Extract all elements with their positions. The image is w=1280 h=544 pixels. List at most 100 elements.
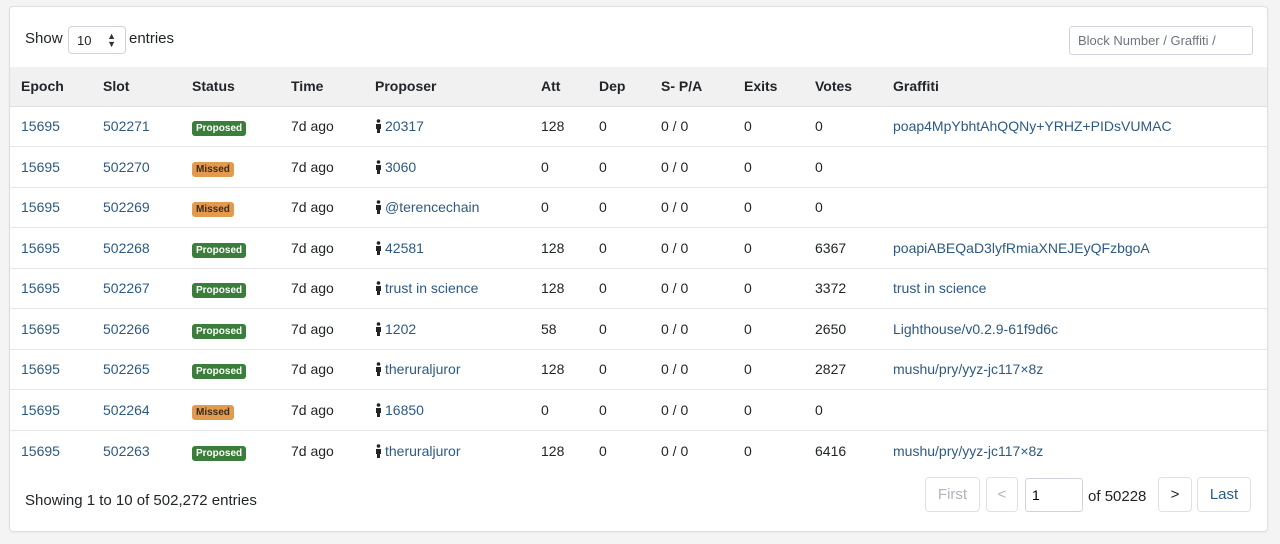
slot-link[interactable]: 502271 <box>103 118 150 135</box>
cell-proposer: 3060 <box>364 147 530 188</box>
status-badge: Proposed <box>192 364 247 380</box>
pagination-first-button[interactable]: First <box>925 477 980 512</box>
column-header-graffiti[interactable]: Graffiti <box>882 67 1267 107</box>
cell-att: 0 <box>541 158 549 175</box>
cell-dep: 0 <box>599 199 607 216</box>
graffiti-link[interactable]: poapiABEQaD3lyfRmiaXNEJEyQFzbgoA <box>893 239 1150 256</box>
proposer-link[interactable]: 3060 <box>385 158 417 175</box>
cell-slashings: 0 / 0 <box>661 320 689 337</box>
cell-epoch: 15695 <box>10 268 92 309</box>
column-header-proposer[interactable]: Proposer <box>364 67 530 107</box>
slot-link[interactable]: 502263 <box>103 442 150 459</box>
proposer-link[interactable]: trust in science <box>385 280 479 297</box>
slot-link[interactable]: 502269 <box>103 199 150 216</box>
column-header-status[interactable]: Status <box>181 67 280 107</box>
cell-graffiti: Lighthouse/v0.2.9-61f9d6c <box>882 309 1267 350</box>
status-badge: Missed <box>192 161 234 177</box>
cell-exits: 0 <box>744 199 752 216</box>
graffiti-link[interactable]: mushu/pry/yyz-jc117×8z <box>893 442 1044 459</box>
proposer-link[interactable]: theruraljuror <box>385 442 461 459</box>
pagination-last-button[interactable]: Last <box>1197 477 1251 512</box>
proposer-link[interactable]: 16850 <box>385 401 424 418</box>
column-header-time[interactable]: Time <box>280 67 364 107</box>
column-header-slot[interactable]: Slot <box>92 67 181 107</box>
slot-link[interactable]: 502268 <box>103 239 150 256</box>
cell-epoch: 15695 <box>10 106 92 147</box>
cell-votes: 0 <box>815 401 823 418</box>
cell-epoch: 15695 <box>10 147 92 188</box>
slot-link[interactable]: 502270 <box>103 158 150 175</box>
cell-slashings: 0 / 0 <box>661 280 689 297</box>
epoch-link[interactable]: 15695 <box>21 118 60 135</box>
cell-slashings: 0 / 0 <box>661 401 689 418</box>
cell-slashings: 0 / 0 <box>661 118 689 135</box>
proposer-link[interactable]: 42581 <box>385 239 424 256</box>
table-row: 15695 502265 Proposed 7d ago theruraljuror 12… <box>10 349 1267 390</box>
cell-epoch: 15695 <box>10 187 92 228</box>
cell-votes: 6416 <box>815 442 847 459</box>
search-input[interactable] <box>1069 26 1253 55</box>
cell-votes: 2827 <box>815 361 847 378</box>
cell-exits: 0 <box>744 118 752 135</box>
cell-proposer: theruraljuror <box>364 430 530 471</box>
epoch-link[interactable]: 15695 <box>21 442 60 459</box>
proposer-link[interactable]: 20317 <box>385 118 424 135</box>
table-row: 15695 502271 Proposed 7d ago 20317 128 0 0 / 0 0… <box>10 106 1267 147</box>
cell-dep: 0 <box>599 118 607 135</box>
entries-per-page-select[interactable]: 10 ▲ ▼ <box>68 26 126 54</box>
cell-proposer: 1202 <box>364 309 530 350</box>
proposer-link[interactable]: @terencechain <box>385 199 480 216</box>
graffiti-link[interactable]: poap4MpYbhtAhQQNy+YRHZ+PIDsVUMAC <box>893 118 1172 135</box>
cell-votes: 0 <box>815 118 823 135</box>
status-badge: Proposed <box>192 445 247 461</box>
cell-slot: 502264 <box>92 390 181 431</box>
column-header-att[interactable]: Att <box>530 67 588 107</box>
status-badge: Missed <box>192 202 234 218</box>
cell-slot: 502270 <box>92 147 181 188</box>
graffiti-link[interactable]: trust in science <box>893 280 987 297</box>
epoch-link[interactable]: 15695 <box>21 361 60 378</box>
epoch-link[interactable]: 15695 <box>21 199 60 216</box>
cell-proposer: 42581 <box>364 228 530 269</box>
epoch-link[interactable]: 15695 <box>21 239 60 256</box>
proposer-link[interactable]: 1202 <box>385 320 417 337</box>
column-header-epoch[interactable]: Epoch <box>10 67 92 107</box>
cell-time: 7d ago <box>291 199 334 216</box>
epoch-link[interactable]: 15695 <box>21 158 60 175</box>
person-icon <box>375 199 385 215</box>
epoch-link[interactable]: 15695 <box>21 280 60 297</box>
sort-caret-icon: ▲ ▼ <box>107 31 116 49</box>
cell-votes: 6367 <box>815 239 847 256</box>
person-icon <box>375 159 385 175</box>
slot-link[interactable]: 502266 <box>103 320 150 337</box>
table-controls: Show 10 ▲ ▼ entries <box>10 7 1267 67</box>
column-header-votes[interactable]: Votes <box>804 67 882 107</box>
cell-slashings: 0 / 0 <box>661 442 689 459</box>
column-header-exits[interactable]: Exits <box>733 67 804 107</box>
cell-status: Proposed <box>181 106 280 147</box>
person-icon <box>375 321 385 337</box>
pagination-prev-button[interactable]: < <box>986 477 1018 512</box>
page-number-input[interactable] <box>1025 478 1083 512</box>
person-icon <box>375 118 385 134</box>
graffiti-link[interactable]: Lighthouse/v0.2.9-61f9d6c <box>893 320 1059 337</box>
cell-slot: 502271 <box>92 106 181 147</box>
slot-link[interactable]: 502267 <box>103 280 150 297</box>
column-header-dep[interactable]: Dep <box>588 67 650 107</box>
epoch-link[interactable]: 15695 <box>21 401 60 418</box>
cell-status: Missed <box>181 187 280 228</box>
pagination-next-button[interactable]: > <box>1158 477 1192 512</box>
slot-link[interactable]: 502265 <box>103 361 150 378</box>
column-header-slashings[interactable]: S- P/A <box>650 67 733 107</box>
proposer-link[interactable]: theruraljuror <box>385 361 461 378</box>
status-badge: Proposed <box>192 242 247 258</box>
person-icon <box>375 443 385 459</box>
graffiti-link[interactable]: mushu/pry/yyz-jc117×8z <box>893 361 1044 378</box>
epoch-link[interactable]: 15695 <box>21 320 60 337</box>
cell-att: 128 <box>541 239 565 256</box>
cell-status: Missed <box>181 390 280 431</box>
table-row: 15695 502268 Proposed 7d ago 42581 128 0 0 / 0 0… <box>10 228 1267 269</box>
slot-link[interactable]: 502264 <box>103 401 150 418</box>
cell-exits: 0 <box>744 239 752 256</box>
cell-dep: 0 <box>599 280 607 297</box>
